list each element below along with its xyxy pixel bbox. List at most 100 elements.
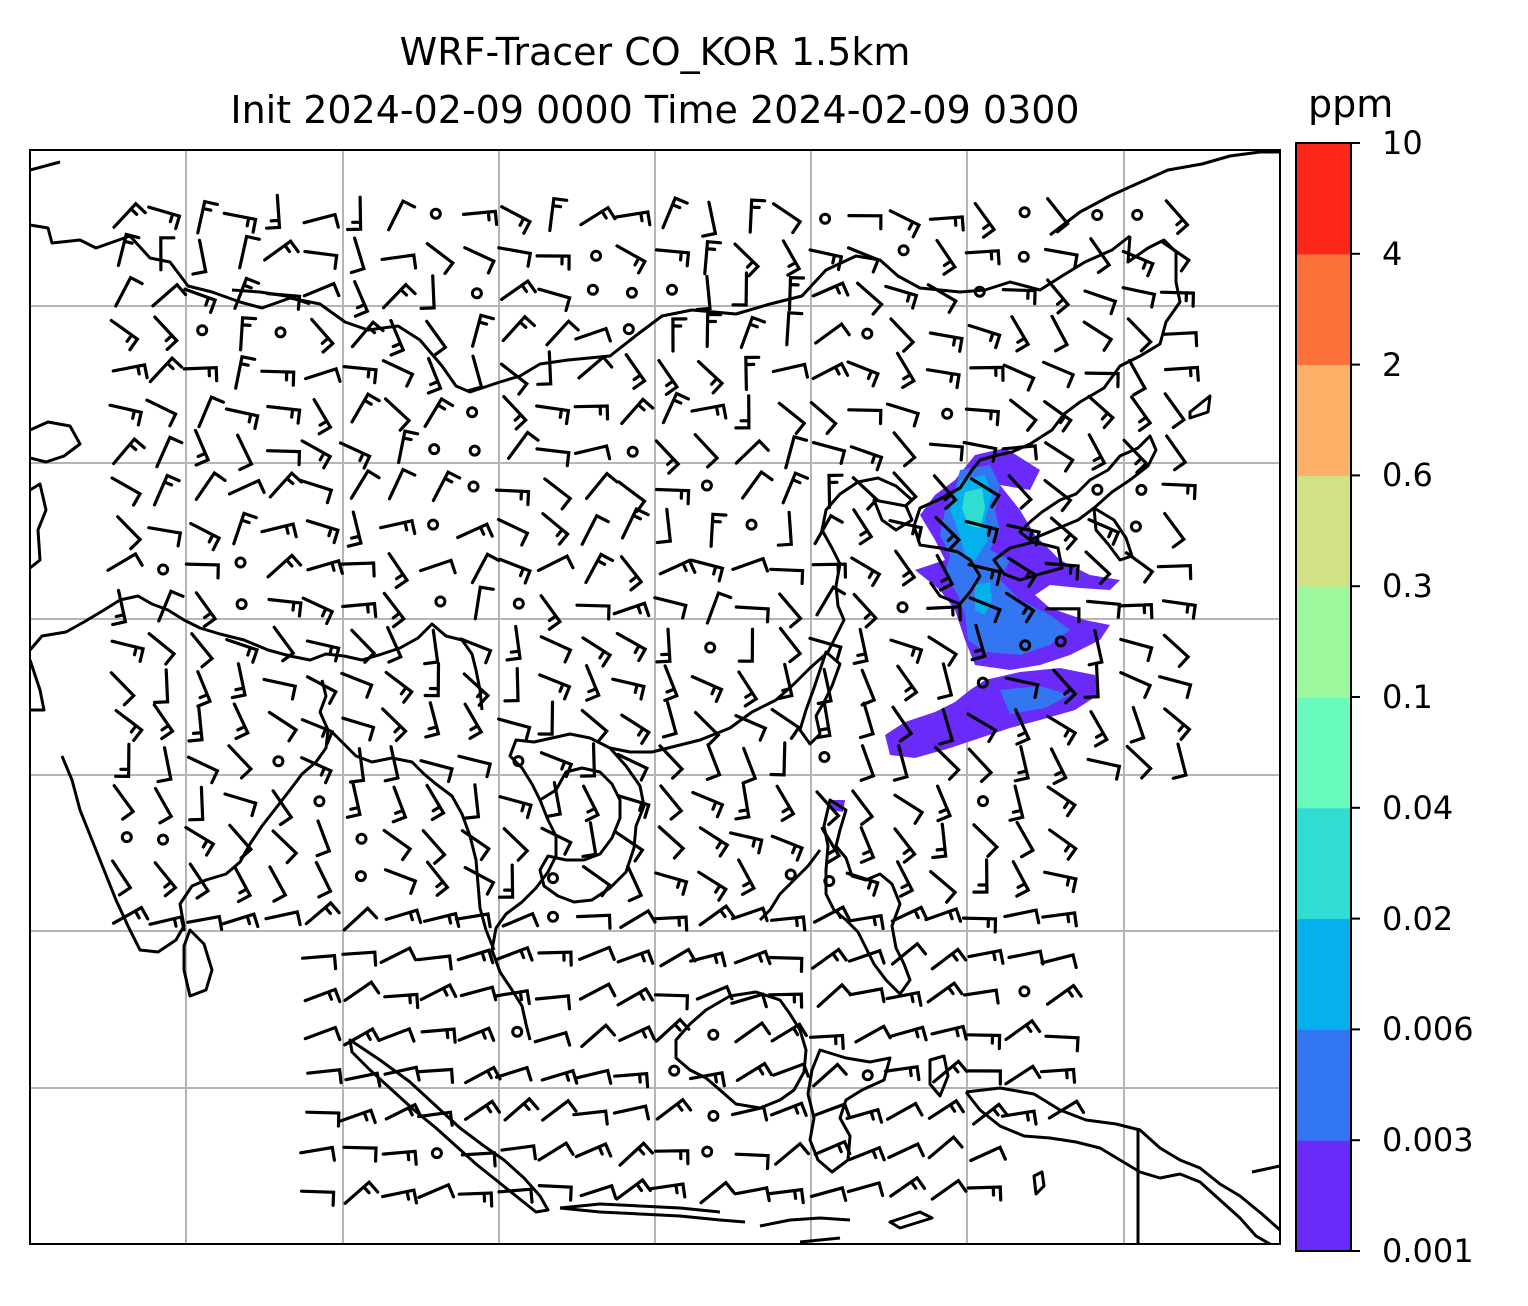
wind-barb xyxy=(1083,663,1100,699)
wind-barb xyxy=(935,553,955,592)
wind-barb xyxy=(536,350,553,386)
wind-barb xyxy=(734,394,751,430)
wind-barb xyxy=(1158,675,1193,700)
wind-barb xyxy=(1047,1099,1086,1120)
wind-barb xyxy=(1007,556,1039,588)
wind-barb xyxy=(459,985,498,1002)
wind-barb xyxy=(1163,512,1187,549)
wind-barb xyxy=(507,430,540,460)
wind-barb xyxy=(420,1027,457,1044)
wind-barb xyxy=(770,1101,808,1117)
calm-wind-circle xyxy=(707,1028,720,1041)
wind-barb xyxy=(419,982,458,1002)
wind-barb xyxy=(893,827,917,864)
calm-wind-circle xyxy=(428,443,441,456)
wind-barb xyxy=(737,670,759,708)
wind-barb xyxy=(973,202,997,239)
wind-barb xyxy=(585,664,601,702)
wind-barb xyxy=(661,701,678,739)
wind-barb xyxy=(689,558,725,583)
calm-wind-circle xyxy=(468,444,481,457)
wind-barb xyxy=(380,253,418,270)
wind-barb xyxy=(461,209,499,226)
wind-barb xyxy=(814,321,851,345)
wind-barb xyxy=(537,1184,573,1202)
wind-barb xyxy=(654,871,689,896)
wind-barb xyxy=(148,355,184,384)
wind-barb xyxy=(456,948,495,965)
wind-barb xyxy=(846,1181,885,1198)
wind-barb xyxy=(655,627,672,664)
wind-barb xyxy=(196,199,219,235)
wind-barb xyxy=(748,198,767,234)
wind-barb xyxy=(197,394,225,429)
wind-barb xyxy=(811,361,850,381)
wind-barb xyxy=(815,702,832,740)
wind-barb xyxy=(1004,676,1040,700)
wind-barb xyxy=(1007,949,1045,966)
wind-barb xyxy=(777,401,807,436)
wind-barb xyxy=(767,992,804,1009)
wind-barb xyxy=(932,474,958,510)
wind-barb xyxy=(457,1026,496,1042)
wind-barb xyxy=(1084,371,1120,389)
wind-barb xyxy=(612,1104,650,1121)
wind-barb xyxy=(892,431,917,468)
wind-barb xyxy=(709,512,728,548)
wind-barb xyxy=(1043,247,1079,270)
colorbar-tick-label: 0.1 xyxy=(1382,678,1433,716)
wind-barb xyxy=(613,1071,650,1089)
wind-barb xyxy=(343,979,381,1002)
wind-barb xyxy=(426,356,443,395)
wind-barb xyxy=(850,556,882,588)
wind-barb xyxy=(299,478,334,505)
wind-barb xyxy=(777,662,794,701)
wind-barb xyxy=(265,449,302,467)
wind-barb xyxy=(112,201,147,229)
wind-barb xyxy=(384,397,412,432)
calm-wind-circle xyxy=(313,795,326,808)
wind-barb xyxy=(813,1102,851,1118)
wind-barb xyxy=(580,1023,616,1048)
wind-barb xyxy=(152,703,175,741)
colorbar-segment xyxy=(1296,697,1351,809)
wind-barb xyxy=(705,743,722,781)
wind-barb xyxy=(397,429,420,465)
wind-barb xyxy=(961,916,998,934)
wind-barb xyxy=(693,433,720,469)
wind-barb xyxy=(734,1152,770,1171)
wind-barb xyxy=(580,708,609,743)
wind-barb xyxy=(778,592,803,629)
calm-wind-circle xyxy=(819,212,832,225)
wind-barb xyxy=(737,627,755,663)
calm-wind-circle xyxy=(861,1069,874,1082)
wind-barb xyxy=(230,662,247,700)
calm-wind-circle xyxy=(355,832,368,845)
wind-barb xyxy=(153,668,170,704)
wind-barb xyxy=(691,790,725,819)
wind-barb xyxy=(271,829,299,865)
wind-barb xyxy=(303,1025,342,1042)
colorbar-tick-label: 0.02 xyxy=(1382,899,1454,938)
wind-barb xyxy=(537,287,572,312)
wind-barb xyxy=(1124,551,1155,584)
wind-barb xyxy=(1043,870,1078,894)
wind-barb xyxy=(848,987,886,1004)
wind-barb xyxy=(536,553,575,572)
wind-barb xyxy=(1052,668,1078,705)
wind-barb xyxy=(539,635,573,664)
wind-barb xyxy=(498,863,515,899)
wind-barb xyxy=(540,826,573,856)
wind-barb xyxy=(695,274,712,312)
wind-barb xyxy=(967,948,1005,965)
wind-barb xyxy=(1010,315,1031,353)
wind-barb xyxy=(222,211,258,234)
wind-barb xyxy=(110,639,146,663)
wind-barb xyxy=(1159,290,1196,308)
wind-barb xyxy=(1003,908,1041,925)
wind-barb xyxy=(811,562,847,579)
wind-barb xyxy=(741,746,758,785)
wind-barb xyxy=(379,518,417,536)
wind-barb xyxy=(464,1099,501,1121)
